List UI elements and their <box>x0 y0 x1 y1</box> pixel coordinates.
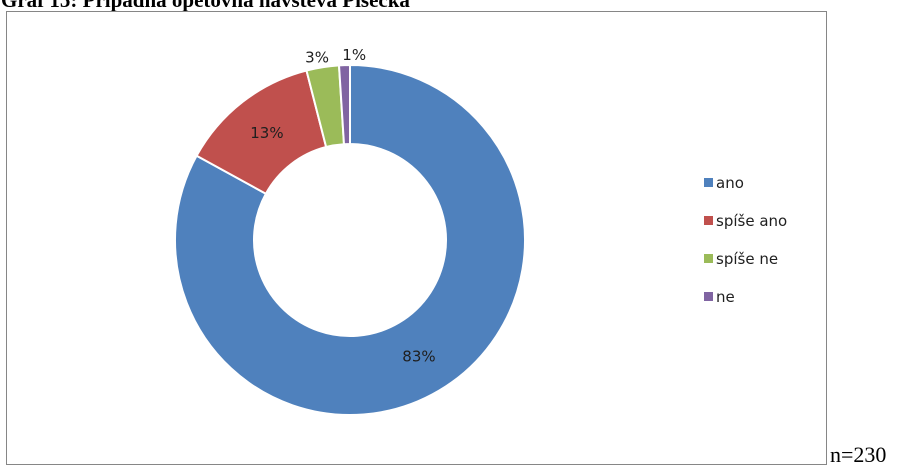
legend-swatch-ne <box>704 292 713 301</box>
slice-label-spíše-ano: 13% <box>250 124 283 142</box>
legend-swatch-spíše-ne <box>704 254 713 263</box>
sample-size-note: n=230 <box>830 442 887 467</box>
chart-title: Graf 15: Případná opětovná návštěva Píse… <box>1 0 410 12</box>
legend-label-spíše-ano: spíše ano <box>716 212 787 230</box>
slice-ne <box>337 63 351 146</box>
legend-swatch-spíše-ano <box>704 216 713 225</box>
legend-label-spíše-ne: spíše ne <box>716 250 778 268</box>
legend: ano spíše ano spíše ne ne <box>704 174 787 306</box>
legend-label-ano: ano <box>716 174 744 192</box>
legend-swatch-ano <box>704 178 713 187</box>
slice-ano <box>174 63 526 416</box>
slice-labels-layer: 83% 13% 3% 1% <box>250 46 435 366</box>
slice-label-spíše-ne: 3% <box>305 48 329 66</box>
slice-label-ano: 83% <box>402 348 435 366</box>
legend-label-ne: ne <box>716 288 735 306</box>
slices-layer <box>174 63 526 416</box>
slice-label-ne: 1% <box>342 46 366 64</box>
